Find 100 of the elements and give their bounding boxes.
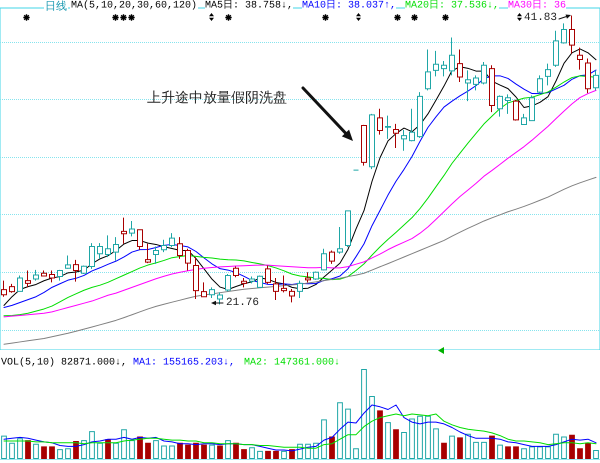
bar xyxy=(249,447,255,459)
candlestick xyxy=(33,269,39,282)
text: MA30日: 36 xyxy=(508,0,566,12)
text: MA2: 147361.000↓ xyxy=(244,358,340,368)
candlestick xyxy=(537,74,543,94)
candlestick xyxy=(201,282,207,298)
bar xyxy=(545,446,551,459)
candlestick xyxy=(585,58,591,94)
bar xyxy=(553,434,559,459)
bar xyxy=(137,436,143,459)
bar xyxy=(529,446,535,459)
bar xyxy=(473,442,479,459)
bar xyxy=(217,446,223,459)
bar xyxy=(209,444,215,459)
candlestick xyxy=(441,60,447,77)
candlestick xyxy=(305,272,311,283)
candlestick xyxy=(553,30,559,68)
candlestick xyxy=(321,248,327,272)
candlestick xyxy=(273,278,279,301)
candlestick xyxy=(41,270,47,278)
candlestick xyxy=(153,246,159,264)
candlestick xyxy=(161,239,167,253)
bar xyxy=(393,429,399,459)
candlestick xyxy=(489,64,495,113)
bar xyxy=(513,446,519,459)
bar xyxy=(585,442,591,459)
bar xyxy=(121,429,127,459)
bar xyxy=(89,431,95,459)
chart-subtitle: MA(5,10,20,30,60,120) xyxy=(71,0,198,12)
bar xyxy=(537,446,543,459)
candlestick xyxy=(345,210,351,248)
candlestick xyxy=(17,275,23,292)
candlestick xyxy=(505,94,511,114)
candlestick xyxy=(129,220,135,237)
bar xyxy=(193,442,199,459)
text: MA1: 155165.203↓, xyxy=(133,358,236,368)
candlestick xyxy=(401,129,407,152)
bar xyxy=(497,444,503,459)
candlestick xyxy=(417,92,423,138)
bar xyxy=(457,437,463,459)
bar xyxy=(25,440,31,459)
candlestick xyxy=(49,270,55,283)
text: MA20日: 37.536↓, xyxy=(405,0,500,12)
bar xyxy=(1,436,7,459)
annotation: 41.83 xyxy=(524,12,558,24)
bar xyxy=(377,410,383,459)
candlestick xyxy=(57,269,63,282)
candlestick xyxy=(89,242,95,270)
bar xyxy=(369,396,375,459)
candlestick xyxy=(433,50,439,77)
candlestick xyxy=(233,266,239,278)
bar xyxy=(113,442,119,459)
text: MA10日: 38.037↑, xyxy=(302,0,396,12)
bar xyxy=(233,442,239,459)
candlestick xyxy=(513,99,519,122)
bar xyxy=(337,402,343,459)
bar xyxy=(561,436,567,459)
bar xyxy=(129,440,135,459)
candlestick xyxy=(257,275,263,288)
bar xyxy=(169,446,175,459)
bar xyxy=(401,432,407,459)
bar xyxy=(105,439,111,459)
bar xyxy=(433,428,439,459)
candlestick xyxy=(73,259,79,282)
candlestick xyxy=(337,226,343,254)
bar xyxy=(177,442,183,459)
bar xyxy=(185,444,191,459)
annotation: 上升途中放量假阴洗盘 xyxy=(147,88,287,105)
bar xyxy=(161,446,167,459)
bar xyxy=(465,434,471,459)
candlestick xyxy=(465,70,471,102)
candlestick xyxy=(281,275,287,293)
bar xyxy=(385,422,391,459)
bar xyxy=(65,448,71,459)
bar xyxy=(225,440,231,459)
bar xyxy=(345,408,351,459)
bar xyxy=(17,438,23,459)
candlestick xyxy=(81,264,87,274)
candlestick xyxy=(393,123,399,148)
candlestick xyxy=(577,47,583,70)
candlestick xyxy=(297,280,303,299)
candlestick xyxy=(121,217,127,244)
bar xyxy=(441,442,447,459)
candlestick xyxy=(409,108,415,142)
chart-title: 日线 xyxy=(45,0,67,12)
candlestick xyxy=(457,48,463,83)
bar xyxy=(361,369,367,459)
candlestick xyxy=(137,229,143,250)
candlestick xyxy=(193,256,199,300)
candlestick xyxy=(369,113,375,170)
bar xyxy=(41,446,47,459)
candlestick xyxy=(209,286,215,299)
candlestick xyxy=(105,234,111,258)
bar xyxy=(481,442,487,459)
candlestick xyxy=(177,236,183,260)
bar xyxy=(409,418,415,459)
candlestick xyxy=(241,278,247,288)
candlestick xyxy=(361,124,367,166)
text: MA5日: 38.758↓, xyxy=(205,0,294,12)
candlestick xyxy=(65,255,71,270)
